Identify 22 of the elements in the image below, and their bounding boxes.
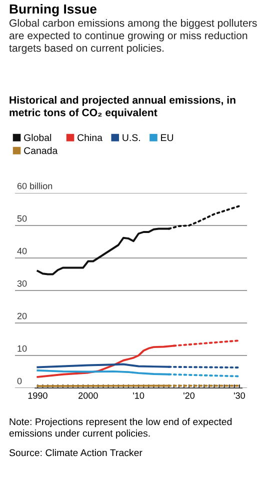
y-tick-label: 30 (17, 280, 27, 287)
legend-label: Global (24, 134, 52, 142)
y-tick-label: 50 (17, 215, 27, 222)
x-tick-label: '10 (133, 392, 144, 399)
y-tick-label: 40 (17, 248, 27, 254)
legend-label: U.S. (122, 134, 140, 142)
text: Historical and projected annual emissions, in metric tons of CO₂ equivalent (10, 96, 236, 118)
y-tick-label: 20 (17, 312, 27, 320)
x-tick-label: 1990 (28, 392, 48, 399)
legend-label: Canada (24, 146, 58, 154)
chart-title: Burning Issue (10, 4, 97, 16)
y-tick-label: 10 (18, 345, 27, 352)
text: Note: Projections represent the low end of expected emissions under current policies. (9, 418, 232, 439)
x-tick-label: '20 (184, 392, 195, 399)
legend-label: EU (161, 134, 174, 142)
x-tick-label: 2000 (78, 392, 98, 399)
x-tick-label: '30 (234, 392, 245, 399)
y-tick-label: 60 billion (17, 182, 52, 190)
chart-subtitle: Global carbon emissions among the biggest polluters are expected to continue growing or miss reduction targets based on current policies. (9, 19, 257, 54)
y-tick-label: 0 (17, 378, 22, 384)
source-note: Source: Climate Action Tracker (9, 449, 142, 456)
legend-label: China (78, 134, 102, 142)
